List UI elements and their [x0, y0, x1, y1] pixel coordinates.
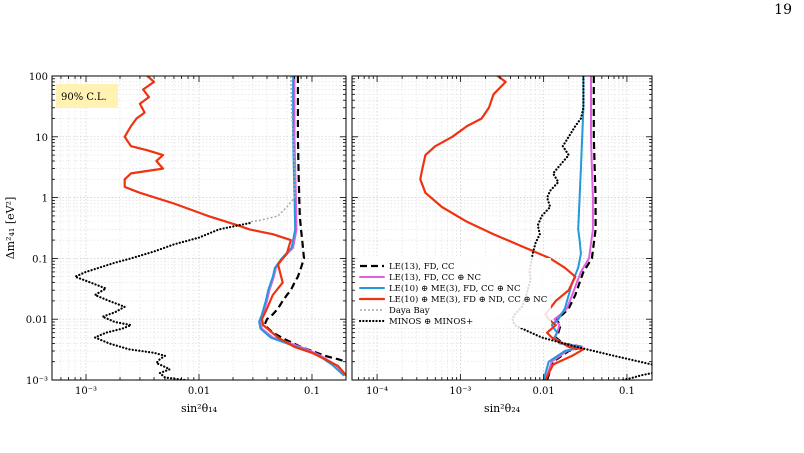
right-series-line — [419, 76, 585, 380]
left-y-tick-label: 1 — [42, 194, 48, 205]
right-panel: 10⁻⁴ 10⁻³ 0.01 0.1 sin²θ₂₄ — [351, 75, 653, 415]
left-x-tick-label: 0.01 — [188, 386, 210, 397]
page-number: 19 — [774, 2, 792, 18]
left-y-tick-label: 0.01 — [26, 315, 48, 326]
left-series-line — [74, 222, 251, 380]
right-series-line — [544, 76, 594, 380]
legend-label: LE(13), FD, CC — [389, 261, 455, 272]
legend-label: MINOS ⊕ MINOS+ — [389, 317, 473, 327]
left-x-axis-label: sin²θ₁₄ — [181, 402, 218, 415]
left-series-line — [123, 76, 346, 377]
left-series — [74, 76, 346, 380]
legend-label: LE(10) ⊕ ME(3), FD, CC ⊕ NC — [389, 283, 520, 294]
right-series-line — [622, 372, 652, 380]
left-series-line — [259, 76, 346, 377]
left-y-tick-label: 10⁻³ — [26, 376, 48, 387]
right-x-tick-label: 10⁻⁴ — [366, 386, 388, 397]
cl-annotation: 90% C.L. — [56, 84, 118, 108]
left-ticks: 10⁻³ 0.01 0.1 10⁻³ 0.01 0.1 1 10 100 — [26, 72, 347, 397]
left-series-line — [263, 76, 346, 363]
cl-annotation-text: 90% C.L. — [61, 92, 107, 103]
right-ticks: 10⁻⁴ 10⁻³ 0.01 0.1 — [351, 75, 653, 397]
right-x-tick-label: 0.1 — [619, 386, 635, 397]
left-y-axis-label: Δm²₄₁ [eV²] — [4, 197, 17, 260]
left-y-tick-label: 0.1 — [32, 254, 48, 265]
legend-background — [355, 258, 551, 328]
left-y-tick-label: 100 — [29, 72, 48, 83]
left-y-tick-label: 10 — [35, 133, 48, 144]
right-grid — [351, 75, 653, 381]
right-x-tick-label: 0.01 — [533, 386, 555, 397]
legend-label: Daya Bay — [389, 306, 430, 316]
right-x-tick-label: 10⁻³ — [449, 386, 471, 397]
right-series — [419, 76, 652, 380]
legend-label: LE(10) ⊕ ME(3), FD ⊕ ND, CC ⊕ NC — [389, 294, 547, 305]
left-x-tick-label: 10⁻³ — [75, 386, 97, 397]
right-frame — [351, 75, 653, 381]
left-series-line — [248, 76, 296, 224]
left-grid — [51, 75, 347, 381]
left-x-tick-label: 0.1 — [304, 386, 320, 397]
right-series-line — [546, 76, 597, 380]
right-x-axis-label: sin²θ₂₄ — [484, 402, 521, 415]
legend-label: LE(13), FD, CC ⊕ NC — [389, 272, 481, 283]
left-panel: 10⁻³ 0.01 0.1 10⁻³ 0.01 0.1 1 10 100 90% C.L. si… — [4, 72, 347, 415]
